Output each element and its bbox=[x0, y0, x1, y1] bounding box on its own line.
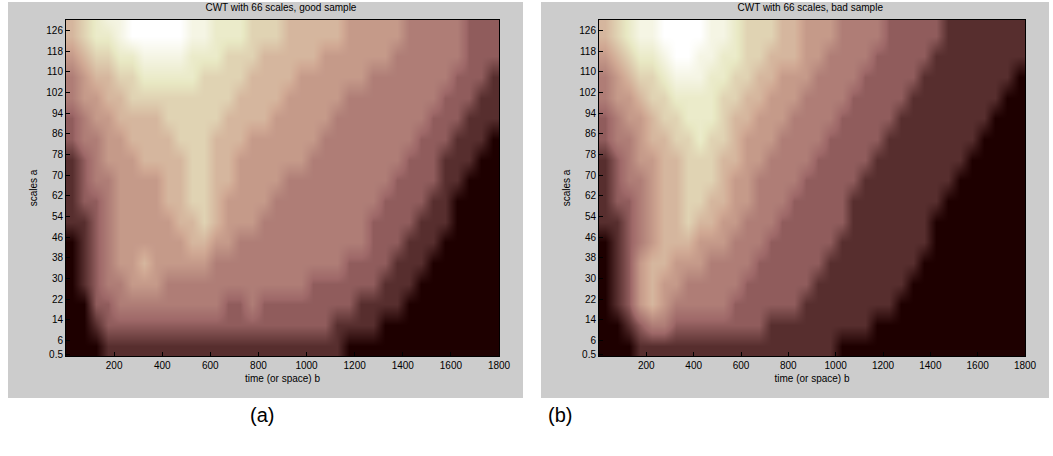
svg-text:38: 38 bbox=[585, 252, 597, 263]
svg-text:CWT with 66 scales, bad sample: CWT with 66 scales, bad sample bbox=[738, 2, 884, 13]
svg-text:86: 86 bbox=[52, 128, 64, 139]
svg-text:62: 62 bbox=[585, 190, 597, 201]
svg-text:70: 70 bbox=[585, 170, 597, 181]
svg-text:CWT with 66 scales, good sampl: CWT with 66 scales, good sample bbox=[205, 2, 356, 13]
svg-text:1600: 1600 bbox=[967, 360, 990, 371]
svg-text:1800: 1800 bbox=[1014, 360, 1037, 371]
svg-text:14: 14 bbox=[585, 314, 597, 325]
svg-text:126: 126 bbox=[46, 25, 63, 36]
svg-text:0.5: 0.5 bbox=[582, 349, 596, 360]
svg-text:46: 46 bbox=[585, 232, 597, 243]
svg-text:400: 400 bbox=[154, 360, 171, 371]
svg-text:22: 22 bbox=[585, 294, 597, 305]
svg-text:time (or space) b: time (or space) b bbox=[245, 373, 320, 384]
svg-text:78: 78 bbox=[52, 149, 64, 160]
svg-text:126: 126 bbox=[579, 25, 596, 36]
svg-text:62: 62 bbox=[52, 190, 64, 201]
svg-text:86: 86 bbox=[585, 128, 597, 139]
svg-text:110: 110 bbox=[580, 66, 596, 77]
svg-text:118: 118 bbox=[580, 46, 596, 57]
svg-text:94: 94 bbox=[52, 108, 64, 119]
svg-text:1000: 1000 bbox=[825, 360, 848, 371]
svg-text:54: 54 bbox=[585, 211, 597, 222]
svg-text:78: 78 bbox=[585, 149, 597, 160]
svg-text:14: 14 bbox=[52, 314, 64, 325]
svg-text:6: 6 bbox=[57, 335, 63, 346]
svg-text:time (or space) b: time (or space) b bbox=[774, 373, 849, 384]
svg-text:600: 600 bbox=[202, 360, 219, 371]
svg-text:30: 30 bbox=[52, 273, 64, 284]
svg-text:110: 110 bbox=[47, 66, 63, 77]
svg-text:scales a: scales a bbox=[561, 169, 572, 206]
svg-text:46: 46 bbox=[52, 232, 64, 243]
svg-text:scales a: scales a bbox=[28, 169, 39, 206]
svg-text:1400: 1400 bbox=[392, 360, 415, 371]
svg-text:1200: 1200 bbox=[344, 360, 367, 371]
svg-text:94: 94 bbox=[585, 108, 597, 119]
svg-text:38: 38 bbox=[52, 252, 64, 263]
svg-text:22: 22 bbox=[52, 294, 64, 305]
svg-text:102: 102 bbox=[579, 87, 596, 98]
html-text:(b): (b) bbox=[548, 404, 573, 426]
svg-text:70: 70 bbox=[52, 170, 64, 181]
svg-text:6: 6 bbox=[590, 335, 596, 346]
svg-text:1600: 1600 bbox=[440, 360, 463, 371]
svg-text:1400: 1400 bbox=[919, 360, 942, 371]
svg-text:600: 600 bbox=[733, 360, 750, 371]
svg-text:1200: 1200 bbox=[872, 360, 895, 371]
svg-text:800: 800 bbox=[250, 360, 267, 371]
html-text:(a): (a) bbox=[250, 404, 275, 426]
svg-text:54: 54 bbox=[52, 211, 64, 222]
svg-text:0.5: 0.5 bbox=[49, 349, 63, 360]
svg-text:1000: 1000 bbox=[295, 360, 318, 371]
svg-text:800: 800 bbox=[780, 360, 797, 371]
svg-text:200: 200 bbox=[106, 360, 123, 371]
svg-text:118: 118 bbox=[47, 46, 63, 57]
svg-text:30: 30 bbox=[585, 273, 597, 284]
svg-text:400: 400 bbox=[685, 360, 702, 371]
svg-text:200: 200 bbox=[638, 360, 655, 371]
svg-text:1800: 1800 bbox=[488, 360, 511, 371]
svg-text:102: 102 bbox=[46, 87, 63, 98]
